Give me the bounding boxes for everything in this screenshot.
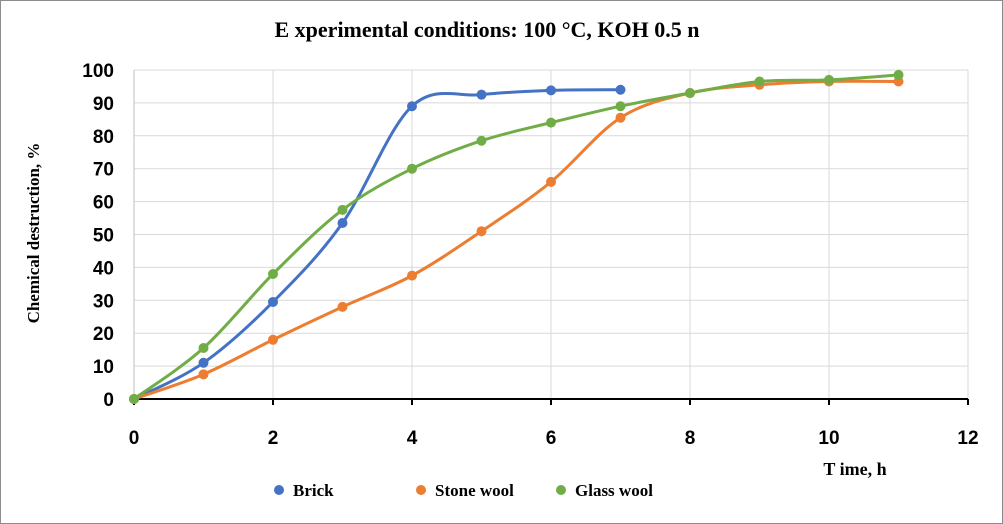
y-tick-label: 40 [93, 258, 114, 279]
y-tick-label: 0 [103, 390, 114, 411]
data-point-glass-wool [337, 204, 348, 215]
y-tick-label: 60 [93, 193, 114, 214]
chart-title: E xperimental conditions: 100 °C, KOH 0.… [275, 17, 700, 42]
data-point-glass-wool [685, 88, 695, 99]
data-point-stone-wool [198, 369, 209, 380]
data-point-glass-wool [615, 101, 626, 112]
data-point-brick [407, 101, 417, 112]
x-tick-label: 2 [268, 428, 279, 449]
data-point-glass-wool [476, 135, 487, 146]
data-point-glass-wool [407, 163, 417, 174]
data-point-stone-wool [407, 270, 417, 281]
tick-labels: 0 10 20 30 40 50 60 70 80 90 100 0 2 4 6 8 10 12 [82, 61, 978, 449]
x-tick-label: 10 [818, 428, 839, 449]
data-point-stone-wool [615, 112, 626, 123]
series-points [129, 69, 904, 404]
data-point-brick [615, 84, 626, 95]
x-tick-label: 0 [129, 428, 140, 449]
legend-label-brick: Brick [293, 481, 334, 500]
y-tick-label: 10 [93, 357, 114, 378]
data-point-brick [337, 217, 348, 228]
y-tick-label: 70 [93, 160, 114, 181]
data-point-brick [268, 296, 278, 307]
data-point-glass-wool [198, 343, 209, 354]
legend-label-glass-wool: Glass wool [575, 481, 653, 500]
legend: Brick Stone wool Glass wool [274, 481, 653, 500]
x-axis-label: T ime, h [823, 459, 886, 479]
x-tick-label: 12 [957, 428, 978, 449]
x-tick-label: 4 [407, 428, 418, 449]
legend-label-stone-wool: Stone wool [435, 481, 514, 500]
y-tick-label: 100 [82, 61, 114, 82]
x-tick-label: 6 [546, 428, 557, 449]
data-point-brick [546, 85, 556, 96]
data-point-stone-wool [546, 176, 556, 187]
data-point-stone-wool [476, 226, 487, 237]
legend-marker-stone-wool [416, 485, 426, 495]
series-line-brick [133, 88, 621, 401]
y-axis-label: Chemical destruction, % [24, 143, 43, 324]
data-point-glass-wool [754, 76, 765, 87]
data-point-glass-wool [824, 74, 834, 85]
y-tick-label: 30 [93, 291, 114, 312]
series-lines [133, 73, 899, 401]
data-point-stone-wool [268, 334, 278, 345]
y-tick-label: 90 [93, 94, 114, 115]
data-point-glass-wool [268, 268, 278, 279]
data-point-glass-wool [893, 69, 904, 80]
y-tick-label: 50 [93, 226, 114, 247]
series-line-glass-wool [133, 73, 899, 401]
legend-marker-brick [274, 485, 284, 495]
data-point-brick [198, 357, 209, 368]
data-point-glass-wool [129, 394, 139, 404]
x-tick-label: 8 [685, 428, 696, 449]
legend-marker-glass-wool [556, 485, 566, 495]
data-point-glass-wool [546, 117, 556, 128]
series-line-stone-wool [133, 79, 899, 401]
y-tick-label: 80 [93, 127, 114, 148]
data-point-stone-wool [337, 301, 348, 312]
y-tick-label: 20 [93, 324, 114, 345]
data-point-brick [476, 89, 487, 100]
